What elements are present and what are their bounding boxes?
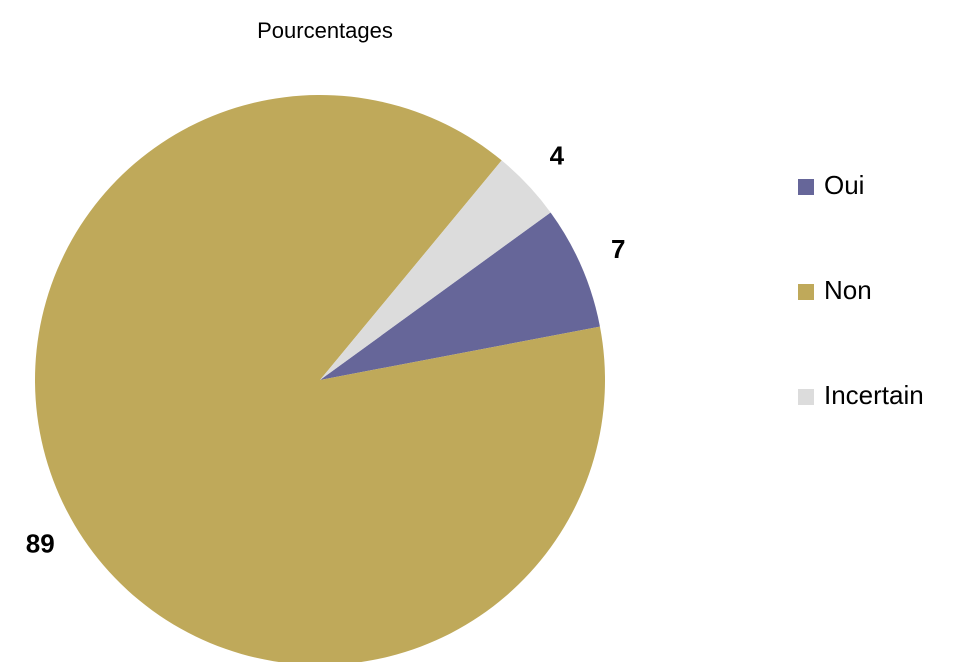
legend-swatch (798, 284, 814, 300)
pie-slice (35, 95, 605, 662)
data-label: 4 (550, 140, 565, 170)
data-label: 7 (611, 234, 625, 264)
chart-title: Pourcentages (257, 18, 393, 43)
pie-slice (320, 212, 600, 380)
data-label: 89 (26, 528, 55, 558)
legend-label: Non (824, 275, 872, 305)
legend-swatch (798, 179, 814, 195)
legend-label: Incertain (824, 380, 924, 410)
pie-slice (320, 160, 551, 380)
legend-swatch (798, 389, 814, 405)
legend-label: Oui (824, 170, 864, 200)
